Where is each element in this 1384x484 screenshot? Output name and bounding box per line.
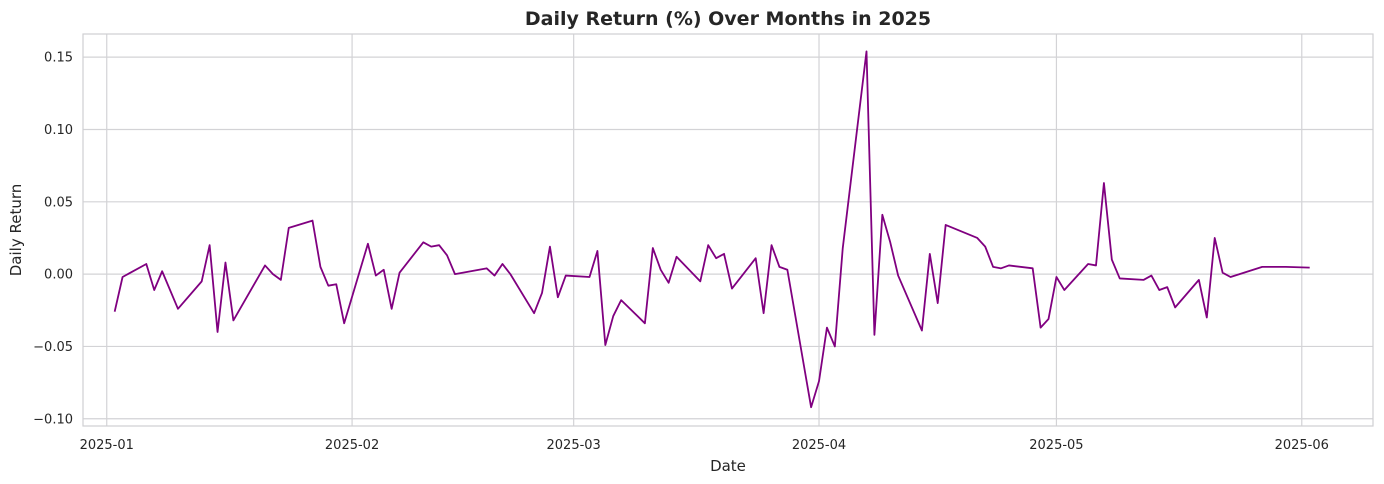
- y-axis-label: Daily Return: [7, 184, 25, 277]
- x-tick-label: 2025-06: [1275, 438, 1329, 453]
- y-tick-label: 0.10: [44, 123, 73, 138]
- y-tick-label: 0.15: [44, 51, 73, 66]
- x-tick-label: 2025-01: [80, 438, 134, 453]
- grid-lines: [83, 34, 1373, 426]
- y-tick-label: 0.05: [44, 195, 73, 210]
- series-line: [113, 50, 1310, 409]
- x-tick-label: 2025-02: [325, 438, 379, 453]
- chart-title: Daily Return (%) Over Months in 2025: [525, 8, 931, 30]
- y-tick-label: −0.05: [33, 340, 73, 355]
- x-tick-label: 2025-04: [792, 438, 846, 453]
- data-series: [113, 50, 1310, 409]
- plot-frame: [82, 33, 1374, 427]
- y-tick-label: 0.00: [44, 268, 73, 283]
- x-tick-labels: 2025-01 2025-02 2025-03 2025-04 2025-05 2025-…: [80, 438, 1329, 453]
- y-tick-labels: −0.10 −0.05 0.00 0.05 0.10 0.15: [33, 51, 73, 428]
- y-tick-label: −0.10: [33, 412, 73, 427]
- x-tick-label: 2025-03: [547, 438, 601, 453]
- x-axis-label: Date: [710, 457, 746, 475]
- x-tick-label: 2025-05: [1029, 438, 1083, 453]
